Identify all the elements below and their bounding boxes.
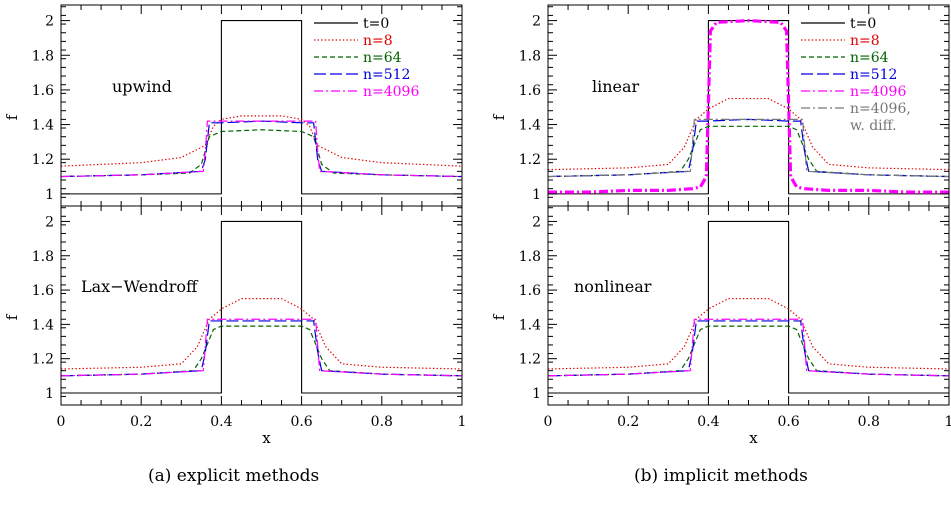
series-line-n-4096-w-diff-	[548, 118, 949, 178]
legend-label: n=4096,	[850, 101, 911, 117]
series-line-n-4096	[61, 120, 462, 178]
series-group	[61, 20, 462, 195]
y-tick-label: 1.8	[519, 48, 541, 64]
y-tick-label: 1.6	[519, 83, 541, 99]
legend-label: n=8	[850, 33, 880, 49]
y-tick-label: 1.8	[519, 249, 541, 265]
legend-label: n=64	[363, 50, 402, 66]
series-line-t-0	[548, 220, 949, 394]
x-tick-label: 1	[945, 414, 951, 430]
panel-annotation: nonlinear	[574, 277, 652, 296]
panel-annotation: linear	[592, 77, 640, 96]
series-group	[548, 220, 949, 394]
panel-2: 11.21.41.61.82flineart=0n=8n=64n=512n=40…	[490, 4, 950, 207]
y-tick-label: 1.6	[519, 283, 541, 299]
y-tick-label: 2	[532, 214, 541, 230]
y-tick-label: 1.4	[32, 118, 54, 134]
y-tick-label: 1.4	[519, 317, 541, 333]
legend-label: n=4096	[850, 84, 906, 100]
caption-implicit-methods: (b) implicit methods	[634, 466, 808, 486]
caption-explicit-methods: (a) explicit methods	[148, 466, 320, 486]
y-tick-label: 1.4	[32, 317, 54, 333]
panel-1: 1 1.2 1.4 1.6 1.8 2 0 0.2 0.4 0.6 0.8 1 x f Lax−Wendro…	[3, 205, 467, 447]
panel-frame	[60, 4, 463, 207]
y-tick-label: 2	[45, 14, 54, 30]
legend-label: n=64	[850, 50, 889, 66]
legend-label: t=0	[363, 16, 389, 32]
y-tick-label: 2	[45, 214, 54, 230]
y-tick-label: 1.2	[32, 352, 54, 368]
y-axis-label: f	[3, 313, 21, 320]
y-tick-label: 1.2	[32, 152, 54, 168]
series-line-n-4096	[61, 318, 462, 377]
y-tick-label: 1.6	[32, 283, 54, 299]
series-line-n-8	[548, 298, 949, 370]
y-axis-label: f	[3, 113, 21, 120]
y-tick-label: 2	[532, 14, 541, 30]
y-axis-label: f	[490, 313, 508, 320]
x-tick-label: 0.2	[617, 414, 639, 430]
series-line-n-64	[61, 325, 462, 377]
x-tick-label: 1	[458, 414, 467, 430]
legend-label: n=4096	[363, 84, 419, 100]
x-axis-label: x	[262, 429, 271, 447]
panel-annotation: upwind	[112, 77, 172, 96]
y-tick-label: 1.6	[32, 83, 54, 99]
series-group	[61, 220, 462, 394]
series-line-t-0	[61, 20, 462, 195]
y-tick-label: 1.8	[32, 249, 54, 265]
x-tick-label: 0	[57, 414, 66, 430]
x-axis-label: x	[749, 429, 758, 447]
y-axis-label: f	[490, 113, 508, 120]
legend-label: n=512	[850, 67, 897, 83]
y-tick-label: 1	[45, 187, 54, 203]
series-line-n-512	[548, 320, 949, 377]
series-line-n-8	[61, 298, 462, 370]
panel-0: 1 1.2 1.4 1.6 1.8 2 f upwind t=0n=8n=64n=512n=40…	[3, 4, 463, 207]
panel-3: 1 1.2 1.4 1.6 1.8 2 0 0.2 0.4 0.6 0.8 1 x f nonlinear	[490, 205, 951, 447]
panel-annotation: Lax−Wendroff	[81, 277, 199, 296]
series-line-n-4096	[548, 18, 949, 194]
legend-label: n=8	[363, 33, 393, 49]
x-tick-label: 0.4	[210, 414, 232, 430]
y-tick-label: 1.4	[519, 118, 541, 134]
y-tick-label: 1.8	[32, 48, 54, 64]
legend-label: w. diff.	[850, 118, 897, 134]
series-line-t-0	[61, 220, 462, 394]
x-tick-label: 0.2	[130, 414, 152, 430]
series-line-n-8	[61, 115, 462, 167]
series-group	[548, 18, 949, 195]
series-line-n-512	[61, 320, 462, 377]
x-tick-label: 0	[544, 414, 553, 430]
series-line-n-64	[548, 325, 949, 377]
y-tick-label: 1.2	[519, 152, 541, 168]
x-tick-label: 0.4	[697, 414, 719, 430]
x-tick-label: 0.6	[290, 414, 312, 430]
y-tick-label: 1	[45, 386, 54, 402]
x-tick-label: 0.6	[777, 414, 799, 430]
series-line-n-64	[61, 129, 462, 178]
legend-label: t=0	[850, 16, 876, 32]
legend-label: n=512	[363, 67, 410, 83]
x-tick-label: 0.8	[858, 414, 880, 430]
y-tick-label: 1	[532, 386, 541, 402]
y-tick-label: 1	[532, 187, 541, 203]
series-line-n-4096	[548, 318, 949, 377]
y-tick-label: 1.2	[519, 352, 541, 368]
x-tick-label: 0.8	[371, 414, 393, 430]
